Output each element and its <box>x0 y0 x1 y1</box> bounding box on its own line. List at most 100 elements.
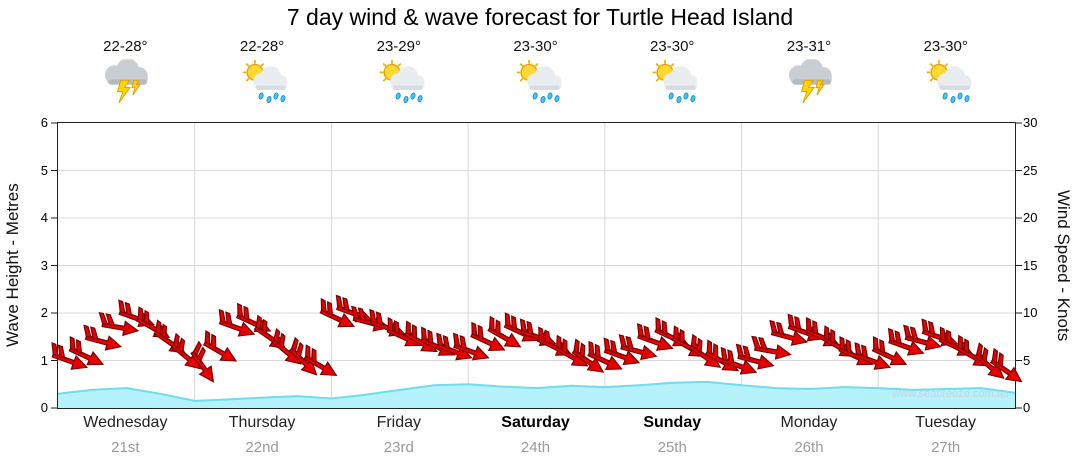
wind-barb <box>854 342 892 370</box>
sun-shower-icon <box>234 58 290 106</box>
wind-barb <box>98 312 140 337</box>
weather-icon-cell <box>741 58 878 106</box>
wind-axis-tick-label: 30 <box>1023 115 1038 130</box>
wind-barb <box>587 340 623 371</box>
day-date: 22nd <box>245 439 279 456</box>
day-column: Wednesday 21st <box>57 414 194 456</box>
temperature-row: 22-28° 22-28° 23-29° 23-30° 23-30° 23-31… <box>57 38 1014 55</box>
wind-barb <box>787 313 825 342</box>
sun-shower-icon <box>371 58 427 106</box>
day-column: Thursday 22nd <box>194 414 331 456</box>
day-date: 24th <box>520 439 551 456</box>
temp-range: 23-30° <box>923 38 968 55</box>
page-title: 7 day wind & wave forecast for Turtle He… <box>286 4 794 30</box>
day-name: Friday <box>376 414 422 431</box>
wind-barb <box>319 298 356 328</box>
weather-icon-cell <box>467 58 604 106</box>
wind-barb <box>68 336 105 366</box>
sun-shower-icon <box>508 58 564 106</box>
wave-axis-tick-label: 5 <box>40 162 48 178</box>
wind-barb <box>470 321 506 352</box>
wind-barb <box>554 334 589 367</box>
wind-barb <box>838 336 874 366</box>
day-column: Sunday 25th <box>604 414 741 456</box>
wind-barb <box>218 308 256 337</box>
weather-icon-cell <box>194 58 331 106</box>
forecast-chart <box>51 122 1023 409</box>
wave-axis-tick-label: 6 <box>40 115 48 130</box>
sun-shower-icon <box>644 58 700 106</box>
temp-range: 23-30° <box>513 38 558 55</box>
wave-axis-tick-label: 4 <box>40 210 48 225</box>
wind-axis-tick-label: 10 <box>1023 305 1038 320</box>
wind-speed-axis-ticks: 0 5 10 15 20 25 30 <box>1019 115 1047 415</box>
sun-shower-icon <box>918 58 974 106</box>
day-name: Wednesday <box>83 414 168 431</box>
day-column: Saturday 24th <box>467 414 604 456</box>
weather-icons-row <box>57 58 1014 106</box>
wind-barb <box>386 317 422 347</box>
wind-barb <box>688 333 722 369</box>
wind-barb <box>989 347 1023 383</box>
wind-barb <box>769 319 809 346</box>
wind-barb <box>735 343 775 370</box>
wind-barb <box>202 329 238 362</box>
wind-barb <box>452 332 490 361</box>
day-column: Tuesday 27th <box>877 414 1014 456</box>
wind-barb <box>436 332 473 361</box>
wind-barb <box>51 342 89 370</box>
wind-barb <box>136 306 171 338</box>
temp-range: 22-28° <box>103 38 148 55</box>
wave-axis-tick-label: 2 <box>40 305 48 320</box>
wave-axis-tick-label: 0 <box>40 400 48 415</box>
thunderstorm-icon <box>97 58 153 106</box>
day-date: 23rd <box>383 439 414 456</box>
day-date: 26th <box>794 439 824 456</box>
wind-barb <box>487 315 522 348</box>
wind-barb <box>636 323 674 351</box>
wind-barb <box>720 346 758 375</box>
day-date: 25th <box>657 439 687 456</box>
day-name: Sunday <box>643 414 702 431</box>
temp-range: 23-30° <box>650 38 695 55</box>
wind-barb <box>903 324 942 351</box>
plot-area: www.seabreeze.com.au <box>51 122 1023 409</box>
wind-barb <box>83 324 123 351</box>
wind-axis-tick-label: 5 <box>1023 352 1031 368</box>
wind-axis-tick-label: 15 <box>1023 257 1038 273</box>
wind-axis-tick-label: 0 <box>1023 400 1031 415</box>
day-column: Friday 23rd <box>330 414 467 456</box>
wind-barb <box>871 336 908 366</box>
day-name: Thursday <box>228 414 296 431</box>
wind-barb <box>887 327 925 356</box>
weather-icon-cell <box>877 58 1014 106</box>
wind-barb <box>350 305 390 332</box>
wave-height-axis-ticks: 0 1 2 3 4 5 6 <box>28 115 52 415</box>
wind-axis-tick-label: 25 <box>1023 162 1038 178</box>
wind-axis-tick-label: 20 <box>1023 210 1038 225</box>
wind-barb <box>973 342 1005 380</box>
right-axis-title: Wind Speed - Knots <box>1054 189 1073 342</box>
day-date: 21st <box>111 439 140 456</box>
day-column: Monday 26th <box>741 414 878 456</box>
day-name: Saturday <box>501 414 570 431</box>
wind-barb <box>618 334 658 361</box>
thunderstorm-icon <box>781 58 837 106</box>
watermark: www.seabreeze.com.au <box>892 388 1009 400</box>
wave-axis-tick-label: 1 <box>40 352 48 368</box>
temp-range: 23-29° <box>376 38 421 55</box>
wind-barb <box>303 344 338 376</box>
wind-barb <box>288 336 318 376</box>
wind-barb <box>170 332 202 370</box>
wind-barb <box>751 335 792 360</box>
wind-barb <box>503 312 540 342</box>
temp-range: 23-31° <box>786 38 832 55</box>
weather-icon-cell <box>604 58 741 106</box>
day-labels-row: Wednesday 21st Thursday 22nd Friday 23rd… <box>57 414 1014 456</box>
day-date: 27th <box>931 439 961 456</box>
day-name: Monday <box>780 414 838 431</box>
temp-range: 22-28° <box>239 38 285 55</box>
wind-barb <box>603 337 641 366</box>
wave-axis-tick-label: 3 <box>40 257 48 273</box>
